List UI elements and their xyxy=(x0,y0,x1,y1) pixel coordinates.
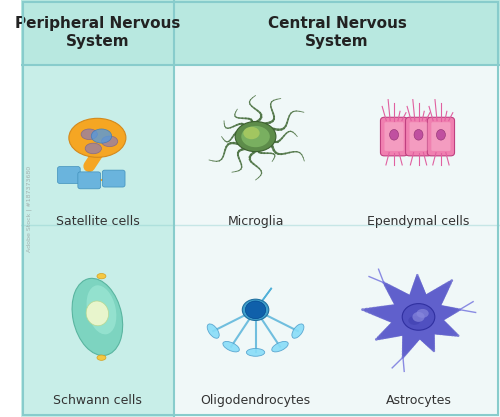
Ellipse shape xyxy=(72,278,122,356)
Ellipse shape xyxy=(390,129,398,140)
Text: Peripheral Nervous
System: Peripheral Nervous System xyxy=(14,16,180,48)
Ellipse shape xyxy=(412,312,424,322)
FancyBboxPatch shape xyxy=(380,117,407,156)
Ellipse shape xyxy=(436,129,446,140)
FancyBboxPatch shape xyxy=(102,170,125,187)
FancyBboxPatch shape xyxy=(78,172,100,189)
Ellipse shape xyxy=(416,309,428,318)
Ellipse shape xyxy=(85,143,102,154)
Ellipse shape xyxy=(402,304,435,330)
Text: Adobe Stock | #187373680: Adobe Stock | #187373680 xyxy=(26,166,32,251)
Ellipse shape xyxy=(244,127,260,139)
Ellipse shape xyxy=(102,136,117,147)
Text: Astrocytes: Astrocytes xyxy=(386,394,452,407)
Ellipse shape xyxy=(408,316,420,325)
Text: Schwann cells: Schwann cells xyxy=(53,394,142,407)
Text: Satellite cells: Satellite cells xyxy=(56,215,140,228)
Text: Oligodendrocytes: Oligodendrocytes xyxy=(200,394,310,407)
FancyBboxPatch shape xyxy=(58,166,80,183)
FancyBboxPatch shape xyxy=(432,122,450,151)
Text: Ependymal cells: Ependymal cells xyxy=(368,215,470,228)
FancyBboxPatch shape xyxy=(410,122,428,151)
Ellipse shape xyxy=(292,324,304,338)
Ellipse shape xyxy=(223,342,240,352)
Ellipse shape xyxy=(86,285,117,334)
Ellipse shape xyxy=(92,129,112,143)
Ellipse shape xyxy=(235,121,276,152)
FancyBboxPatch shape xyxy=(174,0,500,417)
Ellipse shape xyxy=(414,129,423,140)
FancyBboxPatch shape xyxy=(428,117,454,156)
FancyBboxPatch shape xyxy=(384,122,404,151)
FancyBboxPatch shape xyxy=(406,117,431,156)
Ellipse shape xyxy=(97,274,106,279)
Ellipse shape xyxy=(97,355,106,360)
FancyBboxPatch shape xyxy=(174,0,500,65)
FancyBboxPatch shape xyxy=(20,0,174,417)
Text: Microglia: Microglia xyxy=(228,215,284,228)
Ellipse shape xyxy=(242,299,269,320)
Ellipse shape xyxy=(272,342,288,352)
Ellipse shape xyxy=(69,118,126,157)
Text: Central Nervous
System: Central Nervous System xyxy=(268,16,406,48)
Ellipse shape xyxy=(242,126,270,147)
FancyBboxPatch shape xyxy=(20,0,174,65)
Ellipse shape xyxy=(86,301,108,326)
Ellipse shape xyxy=(207,324,219,338)
Ellipse shape xyxy=(246,349,264,356)
Circle shape xyxy=(246,301,266,319)
Ellipse shape xyxy=(81,129,98,140)
